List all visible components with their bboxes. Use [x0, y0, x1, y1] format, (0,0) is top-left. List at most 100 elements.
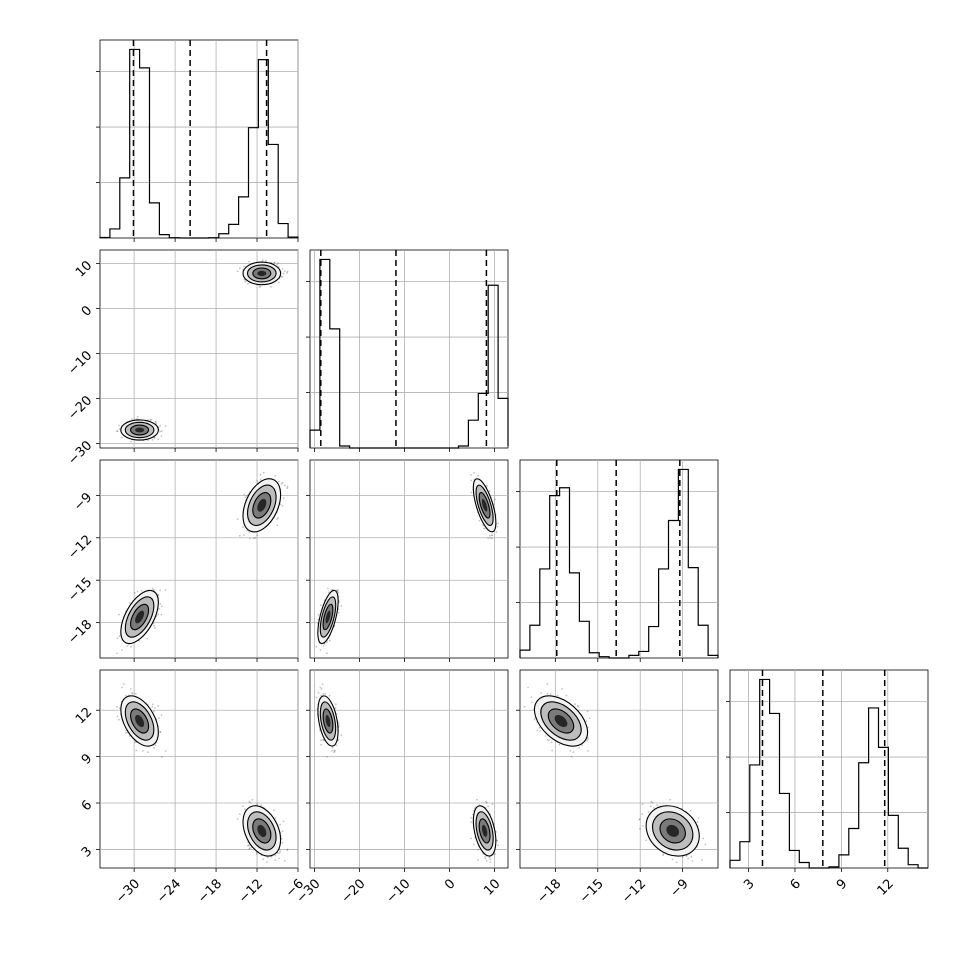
- scatter-point: [238, 534, 241, 537]
- histogram-panel-1: [306, 249, 509, 452]
- scatter-point: [473, 471, 475, 474]
- scatter-point: [281, 268, 284, 270]
- scatter-point: [281, 276, 284, 278]
- scatter-point: [262, 471, 265, 474]
- scatter-point: [130, 440, 132, 443]
- scatter-panel-2-0: [96, 459, 299, 662]
- scatter-point: [160, 435, 163, 437]
- grid: [310, 250, 508, 448]
- scatter-point: [337, 611, 340, 614]
- scatter-point: [261, 259, 264, 261]
- scatter-point: [282, 272, 285, 275]
- scatter-point: [248, 260, 251, 263]
- scatter-point: [153, 624, 156, 627]
- scatter-point: [155, 421, 157, 423]
- scatter-point: [159, 424, 162, 427]
- scatter-point: [154, 437, 156, 439]
- scatter-point: [160, 613, 163, 616]
- scatter-point: [276, 263, 279, 266]
- scatter-point: [121, 649, 123, 651]
- scatter-point: [146, 637, 149, 640]
- scatter-point: [238, 267, 241, 270]
- scatter-point: [280, 482, 283, 485]
- scatter-point: [150, 418, 153, 421]
- scatter-point: [488, 534, 491, 537]
- histogram-step: [99, 48, 299, 239]
- scatter-point: [116, 652, 118, 655]
- scatter-point: [151, 587, 154, 590]
- scatter-point: [322, 645, 325, 647]
- scatter-point: [243, 493, 246, 496]
- scatter-point: [159, 430, 162, 433]
- scatter-point: [282, 497, 285, 499]
- scatter-point: [159, 602, 162, 605]
- grid: [100, 250, 299, 448]
- scatter-point: [116, 430, 119, 432]
- scatter-point: [283, 270, 286, 273]
- scatter-point: [157, 438, 160, 441]
- scatter-point: [136, 590, 139, 593]
- scatter-point: [243, 534, 245, 536]
- scatter-point: [317, 613, 320, 616]
- panel-frame: [309, 249, 509, 449]
- scatter-point: [161, 605, 163, 608]
- density-contour: [242, 261, 282, 286]
- scatter-point: [278, 281, 280, 284]
- scatter-point: [254, 537, 257, 539]
- scatter-point: [259, 473, 262, 476]
- scatter-point: [280, 275, 283, 278]
- scatter-point: [274, 475, 277, 477]
- contour-level: [135, 427, 145, 433]
- scatter-point: [277, 516, 280, 519]
- scatter-point: [141, 590, 143, 592]
- scatter-point: [136, 415, 139, 418]
- scatter-point: [116, 430, 118, 432]
- scatter-point: [118, 613, 120, 616]
- scatter-point: [121, 436, 123, 439]
- density-contour: [120, 419, 159, 441]
- scatter-point: [128, 602, 131, 604]
- scatter-point: [497, 522, 499, 525]
- scatter-point: [276, 524, 279, 527]
- scatter-point: [236, 270, 239, 273]
- scatter-point: [118, 424, 120, 427]
- scatter-point: [242, 526, 244, 529]
- scatter-point: [326, 641, 329, 643]
- histogram-panel-0: [96, 39, 299, 242]
- scatter-point: [151, 438, 154, 441]
- scatter-point: [279, 503, 282, 506]
- scatter-point: [244, 280, 247, 283]
- scatter-point: [259, 478, 262, 481]
- scatter-point: [327, 587, 329, 590]
- scatter-point: [161, 430, 163, 432]
- scatter-point: [265, 259, 267, 262]
- scatter-panel-2-1: [306, 459, 509, 662]
- scatter-point: [273, 262, 275, 264]
- contour-level: [257, 270, 267, 277]
- scatter-point: [164, 425, 167, 427]
- scatter-point: [328, 639, 331, 642]
- scatter-point: [153, 437, 156, 439]
- scatter-panel-1-0: [96, 249, 299, 452]
- scatter-point: [273, 261, 276, 264]
- scatter-point: [258, 285, 261, 288]
- scatter-point: [320, 604, 322, 607]
- scatter-point: [283, 484, 286, 487]
- scatter-point: [118, 635, 121, 637]
- scatter-point: [337, 590, 339, 593]
- scatter-point: [131, 418, 133, 421]
- scatter-point: [243, 278, 246, 281]
- scatter-point: [281, 505, 284, 507]
- scatter-point: [154, 420, 157, 423]
- scatter-point: [236, 518, 239, 520]
- scatter-point: [248, 537, 251, 540]
- scatter-point: [164, 589, 167, 591]
- scatter-point: [319, 649, 322, 651]
- scatter-point: [495, 531, 498, 533]
- scatter-point: [256, 534, 259, 537]
- scatter-point: [259, 286, 262, 288]
- scatter-point: [252, 537, 255, 540]
- scatter-point: [243, 265, 245, 268]
- scatter-point: [326, 652, 328, 655]
